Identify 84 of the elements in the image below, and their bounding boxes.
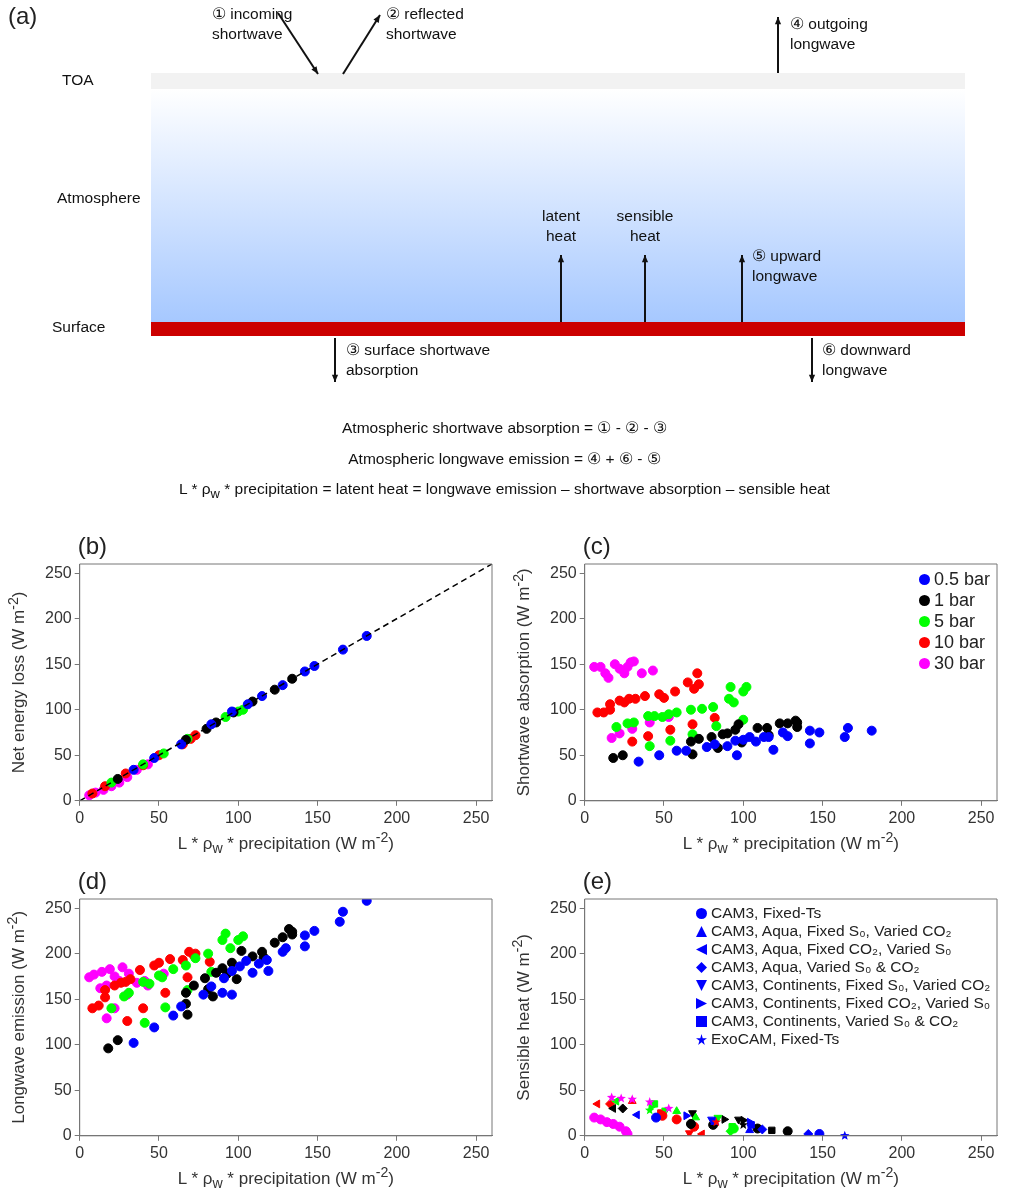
legend-label: CAM3, Continents, Fixed S₀, Varied CO₂ [711, 976, 991, 994]
x-axis-title: L * ρ$_{w}$ * precipitation (W m$^{-2}$) [177, 1163, 394, 1191]
y-tick-label: 50 [53, 745, 72, 763]
x-tick-label: 250 [462, 808, 490, 826]
y-tick-label: 0 [62, 1126, 72, 1144]
x-axis-title: L * ρ$_{w}$ * precipitation (W m$^{-2}$) [177, 828, 394, 856]
legend-label: CAM3, Aqua, Varied S₀ & CO₂ [711, 958, 920, 976]
legend-label: 5 bar [934, 611, 976, 632]
y-tick-label: 0 [567, 791, 577, 809]
x-tick-label: 150 [304, 1143, 332, 1161]
text: ④ outgoing longwave [790, 14, 869, 54]
x-tick-label: 200 [888, 1143, 916, 1161]
chart-title: (d) [77, 867, 108, 895]
y-tick-label: 150 [44, 989, 72, 1007]
chart-title: (e) [582, 867, 613, 895]
text: ② reflected shortwave [386, 4, 465, 44]
x-tick-label: 100 [729, 1143, 757, 1161]
y-tick-label: 100 [44, 1035, 72, 1053]
x-tick-label: 100 [224, 1143, 252, 1161]
legend-label: 10 bar [934, 632, 986, 653]
y-tick-label: 0 [567, 1126, 577, 1144]
text: (a) [8, 2, 38, 30]
y-tick-label: 0 [62, 791, 72, 809]
text: ⑥ downward longwave [822, 340, 912, 380]
x-tick-label: 0 [75, 1143, 85, 1161]
legend-label: CAM3, Aqua, Fixed S₀, Varied CO₂ [711, 922, 952, 940]
legend-label: 1 bar [934, 590, 976, 611]
legend-label: 30 bar [934, 653, 986, 674]
y-tick-label: 150 [549, 989, 577, 1007]
y-tick-label: 150 [549, 654, 577, 672]
x-tick-label: 0 [580, 808, 590, 826]
y-tick-label: 100 [549, 700, 577, 718]
text: Atmospheric longwave emission = ④ + ⑥ - ⑤ [347, 449, 662, 469]
legend-label: 0.5 bar [934, 569, 991, 590]
x-tick-label: 50 [655, 1143, 673, 1161]
y-tick-label: 250 [44, 898, 72, 916]
y-tick-label: 100 [44, 700, 72, 718]
y-tick-label: 100 [549, 1035, 577, 1053]
text: TOA [62, 70, 94, 90]
x-tick-label: 100 [729, 808, 757, 826]
x-tick-label: 50 [150, 808, 168, 826]
legend-label: CAM3, Aqua, Fixed CO₂, Varied S₀ [711, 940, 952, 958]
x-tick-label: 250 [967, 1143, 995, 1161]
x-tick-label: 200 [888, 808, 916, 826]
text: sensible heat [615, 206, 675, 246]
text: L * ρ$_{w}$ * precipitation = latent heat = longwave emission – shortwave absorption – sensible heat [178, 479, 831, 504]
chart-title: (b) [77, 532, 108, 560]
x-tick-label: 100 [224, 808, 252, 826]
x-tick-label: 50 [655, 808, 673, 826]
text: latent heat [541, 206, 581, 246]
x-axis-title: L * ρ$_{w}$ * precipitation (W m$^{-2}$) [682, 828, 899, 856]
x-tick-label: 50 [150, 1143, 168, 1161]
text: ③ surface shortwave absorption [346, 340, 492, 380]
y-tick-label: 150 [44, 654, 72, 672]
y-tick-label: 250 [549, 898, 577, 916]
legend-label: CAM3, Fixed-Ts [711, 904, 822, 922]
legend-label: ExoCAM, Fixed-Ts [711, 1030, 840, 1048]
y-tick-label: 250 [44, 563, 72, 581]
chart-title: (c) [582, 532, 611, 560]
x-axis-title: L * ρ$_{w}$ * precipitation (W m$^{-2}$) [682, 1163, 899, 1191]
y-tick-label: 200 [44, 609, 72, 627]
y-tick-label: 50 [558, 1080, 577, 1098]
x-tick-label: 200 [383, 808, 411, 826]
text: Surface [52, 317, 106, 337]
x-tick-label: 150 [304, 808, 332, 826]
x-tick-label: 0 [580, 1143, 590, 1161]
x-tick-label: 150 [809, 1143, 837, 1161]
y-tick-label: 50 [53, 1080, 72, 1098]
x-tick-label: 250 [967, 808, 995, 826]
text: Atmospheric shortwave absorption = ① - ② - ③ [341, 418, 668, 438]
x-tick-label: 0 [75, 808, 85, 826]
x-tick-label: 150 [809, 808, 837, 826]
y-tick-label: 250 [549, 563, 577, 581]
y-tick-label: 200 [44, 944, 72, 962]
text: Atmosphere [57, 188, 141, 208]
legend-label: CAM3, Continents, Varied S₀ & CO₂ [711, 1012, 959, 1030]
x-tick-label: 250 [462, 1143, 490, 1161]
y-tick-label: 50 [558, 745, 577, 763]
y-tick-label: 200 [549, 944, 577, 962]
text: ① incoming shortwave [212, 4, 294, 44]
y-tick-label: 200 [549, 609, 577, 627]
text: ⑤ upward longwave [752, 246, 823, 286]
legend-label: CAM3, Continents, Fixed CO₂, Varied S₀ [711, 994, 991, 1012]
x-tick-label: 200 [383, 1143, 411, 1161]
